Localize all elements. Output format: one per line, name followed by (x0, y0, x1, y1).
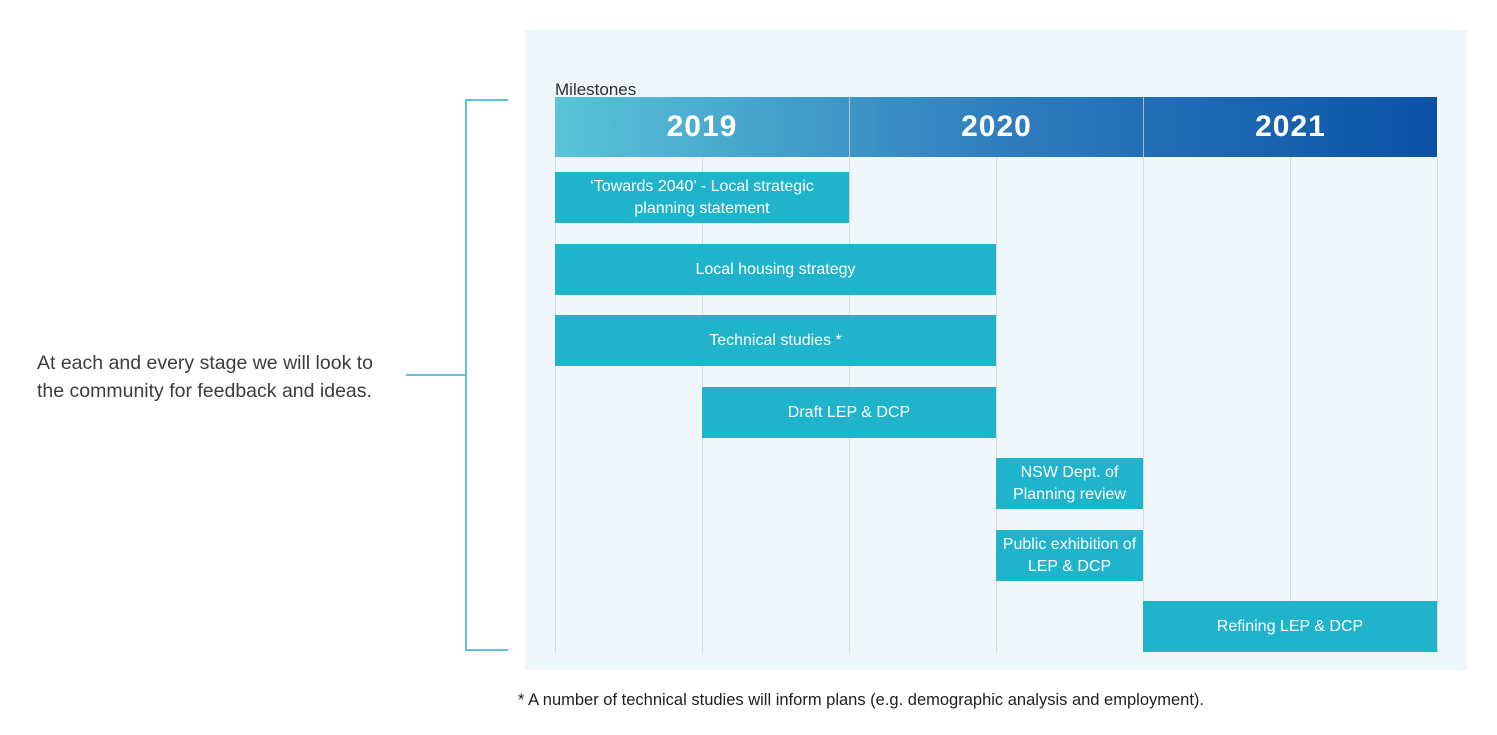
milestone-bar: Refining LEP & DCP (1143, 601, 1437, 652)
gridline (1437, 157, 1438, 653)
milestone-bar: Public exhibition of LEP & DCP (996, 530, 1143, 581)
milestone-bar: Technical studies * (555, 315, 996, 366)
gridline (555, 157, 556, 653)
community-feedback-note-line1: At each and every stage we will look to (37, 352, 374, 374)
milestone-bar: ‘Towards 2040’ - Local strategic plannin… (555, 172, 849, 223)
gridline (1143, 157, 1144, 653)
community-feedback-note-line2: the community for feedback and ideas. (37, 380, 372, 402)
milestone-bar: Local housing strategy (555, 244, 996, 295)
bracket-bottom-cap (465, 649, 508, 651)
year-label-2020: 2020 (849, 97, 1143, 157)
gridline (1290, 157, 1291, 653)
year-label-2019: 2019 (666, 110, 738, 143)
year-header: 2019 2020 2021 (555, 97, 1437, 157)
gridline (996, 157, 997, 653)
bracket-top-cap (465, 99, 508, 101)
bracket-connector-line (406, 374, 465, 376)
bracket-vertical-line (465, 99, 467, 651)
milestone-bar: Draft LEP & DCP (702, 387, 996, 438)
year-label-2021: 2021 (1143, 97, 1437, 157)
footnote: * A number of technical studies will inf… (518, 691, 1205, 709)
panel-title: Milestones (555, 80, 637, 99)
milestone-bar: NSW Dept. of Planning review (996, 458, 1143, 509)
milestones-panel: Milestones 2019 2020 2021 ‘Towards 2040’ -… (525, 30, 1467, 670)
community-feedback-note: At each and every stage we will look to … (37, 349, 397, 405)
